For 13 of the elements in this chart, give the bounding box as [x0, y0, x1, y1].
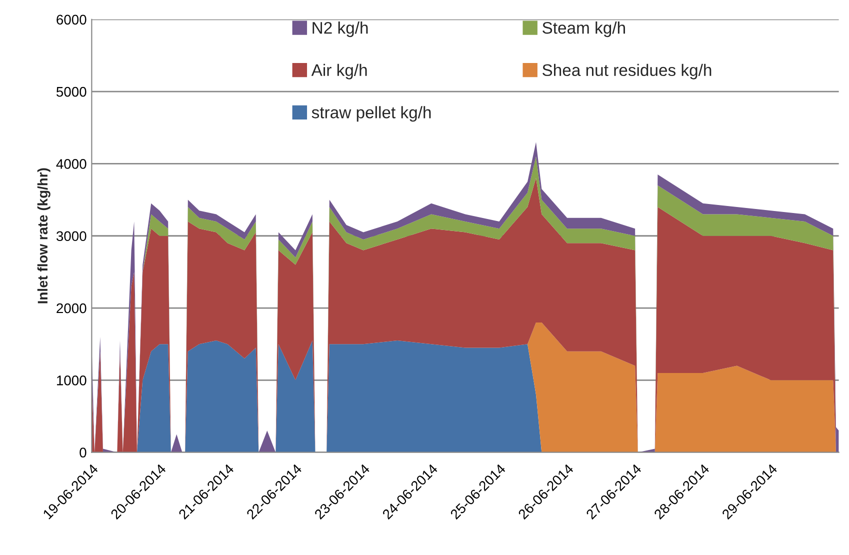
y-tick-label: 6000 — [56, 14, 86, 25]
y-tick-label: 4000 — [56, 159, 86, 169]
y-tick-label: 3000 — [56, 231, 86, 242]
legend-label: Air kg/h — [311, 64, 367, 80]
legend-label: Steam kg/h — [542, 22, 625, 38]
y-tick-label: 5000 — [56, 86, 86, 97]
legend-label: Shea nut residues kg/h — [542, 64, 712, 80]
y-tick-label: 1000 — [56, 376, 86, 386]
legend-label: N2 kg/h — [312, 22, 368, 38]
legend-label: straw pellet kg/h — [312, 106, 431, 122]
y-tick-label: 2000 — [56, 303, 86, 314]
y-tick-label: 0 — [80, 448, 86, 458]
y-axis-title: Inlet flow rate (kg/hr) — [37, 168, 50, 304]
